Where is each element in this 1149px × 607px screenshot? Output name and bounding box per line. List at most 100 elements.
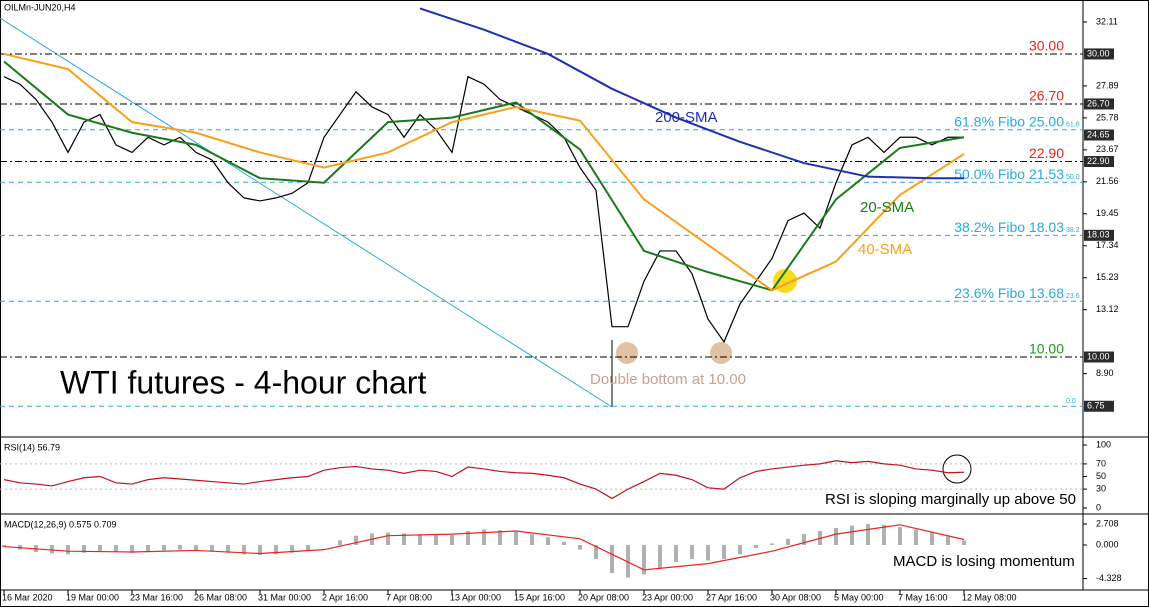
histogram-bar	[466, 531, 470, 545]
price-tag-box	[1084, 400, 1114, 412]
histogram-bar	[274, 545, 278, 555]
x-tick-label: 7 Apr 08:00	[386, 592, 432, 602]
price-tag-label: 30.00	[1087, 48, 1110, 58]
histogram-bar	[658, 545, 662, 569]
price-tag-box	[1084, 156, 1114, 168]
chart-title: OILMn-JUN20,H4	[4, 2, 76, 12]
series-label: 40-SMA	[858, 241, 912, 258]
x-tick-label: 12 May 08:00	[962, 592, 1017, 602]
price-tag-label: 24.65	[1087, 129, 1110, 139]
series-line	[3, 524, 965, 571]
histogram-bar	[578, 545, 582, 550]
chart-subtitle: WTI futures - 4-hour chart	[60, 364, 426, 400]
price-tag-label: 18.03	[1087, 230, 1110, 240]
x-tick-label: 15 Apr 16:00	[514, 592, 565, 602]
trend-line	[0, 17, 613, 408]
y-tick-label: 8.90	[1096, 368, 1114, 378]
y-tick-label: 13.12	[1096, 304, 1119, 314]
level-label: 10.00	[1029, 341, 1064, 357]
x-tick-label: 5 May 00:00	[834, 592, 884, 602]
price-tag-box	[1084, 98, 1114, 110]
histogram-bar	[418, 534, 422, 545]
rsi-title: RSI(14) 56.79	[4, 442, 60, 452]
histogram-bar	[98, 545, 102, 552]
fibo-ratio: 38.2	[1066, 227, 1080, 234]
x-tick-label: 23 Mar 16:00	[130, 592, 183, 602]
series-line	[3, 52, 965, 292]
histogram-bar	[626, 545, 630, 578]
y-tick-label: 19.45	[1096, 208, 1119, 218]
y-tick-label: 2.708	[1096, 518, 1119, 528]
rsi-circle	[942, 454, 972, 484]
histogram-bar	[66, 545, 70, 555]
histogram-bar	[194, 545, 198, 551]
y-tick-label: 17.34	[1096, 240, 1119, 250]
histogram-bar	[146, 545, 150, 552]
price-tag-box	[1084, 48, 1114, 60]
histogram-bar	[434, 534, 438, 545]
histogram-bar	[482, 529, 486, 545]
histogram-bar	[386, 532, 390, 545]
histogram-bar	[930, 532, 934, 545]
histogram-bar	[50, 545, 54, 554]
annotation: MACD is losing momentum	[893, 553, 1075, 570]
level-label: 61.8% Fibo 25.00	[954, 113, 1064, 129]
histogram-bar	[882, 524, 886, 545]
y-tick-label: -4.328	[1096, 573, 1122, 583]
fibo-ratio: 61.8	[1066, 122, 1080, 129]
histogram-bar	[898, 527, 902, 545]
y-tick-label: 50	[1096, 471, 1106, 481]
level-label: 38.2% Fibo 18.03	[954, 219, 1064, 235]
price-tag-box	[1084, 351, 1114, 363]
histogram-bar	[594, 545, 598, 559]
price-tag-label: 10.00	[1087, 351, 1110, 361]
price-tag-label: 6.75	[1087, 401, 1105, 411]
histogram-bar	[770, 543, 774, 545]
x-tick-label: 20 Apr 08:00	[578, 592, 629, 602]
histogram-bar	[850, 525, 854, 545]
histogram-bar	[546, 537, 550, 545]
y-tick-label: 0	[1096, 502, 1101, 512]
histogram-bar	[402, 533, 406, 545]
x-tick-label: 30 Apr 08:00	[770, 592, 821, 602]
y-tick-label: 32.11	[1096, 16, 1118, 26]
double-bottom-marker	[616, 342, 638, 364]
x-tick-label: 19 Mar 00:00	[66, 592, 119, 602]
x-tick-label: 13 Apr 00:00	[450, 592, 501, 602]
histogram-bar	[962, 540, 966, 545]
histogram-bar	[258, 545, 262, 556]
histogram-bar	[226, 545, 230, 553]
series-line	[3, 60, 965, 292]
histogram-bar	[2, 545, 6, 548]
price-tag-box	[1084, 229, 1114, 241]
histogram-bar	[914, 529, 918, 545]
series-line	[419, 7, 964, 180]
histogram-bar	[290, 545, 294, 553]
histogram-bar	[642, 545, 646, 575]
y-tick-label: 30	[1096, 483, 1106, 493]
y-tick-label: 21.56	[1096, 176, 1119, 186]
annotation: Double bottom at 10.00	[590, 371, 746, 388]
histogram-bar	[306, 545, 310, 552]
histogram-bar	[130, 545, 134, 553]
level-label: 23.6% Fibo 13.68	[954, 285, 1064, 301]
histogram-bar	[722, 545, 726, 559]
series-line	[3, 75, 964, 344]
price-tag-label: 26.70	[1087, 98, 1110, 108]
histogram-bar	[562, 541, 566, 545]
histogram-bar	[514, 531, 518, 545]
y-tick-label: 70	[1096, 458, 1106, 468]
histogram-bar	[834, 527, 838, 545]
histogram-bar	[786, 538, 790, 545]
histogram-bar	[866, 524, 870, 545]
series-label: 200-SMA	[655, 109, 718, 126]
histogram-bar	[706, 545, 710, 561]
x-tick-label: 2 Apr 16:00	[322, 592, 368, 602]
y-tick-label: 0.000	[1096, 539, 1119, 549]
histogram-bar	[946, 536, 950, 545]
histogram-bar	[530, 534, 534, 545]
x-tick-label: 27 Apr 16:00	[706, 592, 757, 602]
level-label: 22.90	[1029, 145, 1064, 161]
annotation: RSI is sloping marginally up above 50	[825, 491, 1076, 508]
